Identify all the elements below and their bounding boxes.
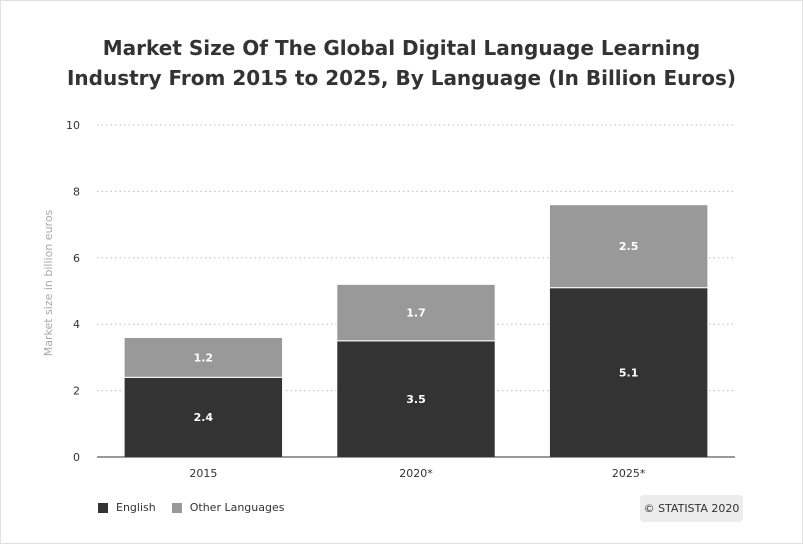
bar-segment (123, 336, 284, 378)
bars: 2.4 1.2 3.5 1.7 5.1 2.5 (123, 204, 709, 458)
source-credit: © STATISTA 2020 (640, 495, 743, 522)
legend-swatch-english (98, 502, 108, 513)
legend-item-other-languages: Other Languages (171, 501, 285, 514)
data-label: 2.5 (619, 240, 639, 253)
y-axis-label: Market size in billion euros (42, 209, 55, 356)
y-tick-label: 8 (73, 185, 80, 198)
y-axis-ticks: 0 2 4 6 8 10 (66, 119, 80, 464)
y-tick-label: 10 (66, 119, 80, 132)
legend-label-other-languages: Other Languages (189, 501, 285, 514)
data-label: 1.7 (406, 307, 426, 320)
legend: English Other Languages (98, 501, 300, 514)
y-tick-label: 2 (73, 385, 80, 398)
legend-swatch-other-languages (171, 502, 182, 513)
data-label: 1.2 (194, 351, 214, 364)
legend-label-english: English (116, 501, 156, 514)
y-tick-label: 4 (73, 318, 80, 331)
bar-segment (336, 283, 496, 342)
bar-segment (123, 376, 284, 458)
data-label: 3.5 (406, 393, 426, 406)
legend-item-english: English (98, 501, 156, 514)
x-tick-label: 2020* (399, 467, 433, 480)
title-line-2: Industry From 2015 to 2025, By Language … (66, 66, 737, 90)
y-tick-label: 0 (73, 451, 80, 464)
x-axis-ticks: 2015 2020* 2025* (189, 467, 646, 480)
bar-segment (548, 204, 709, 289)
chart-title: Market Size Of The Global Digital Langua… (40, 33, 763, 93)
title-line-1: Market Size Of The Global Digital Langua… (102, 36, 701, 60)
bar-segment (548, 287, 709, 458)
x-tick-label: 2025* (612, 467, 646, 480)
data-label: 5.1 (619, 366, 639, 379)
y-tick-label: 6 (73, 252, 80, 265)
x-tick-label: 2015 (189, 467, 217, 480)
data-label: 2.4 (194, 411, 214, 424)
